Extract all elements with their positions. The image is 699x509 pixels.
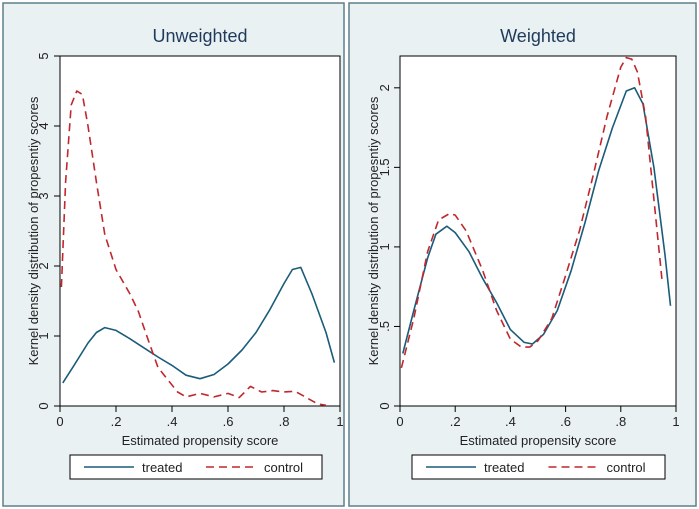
x-tick-label: 1 — [672, 414, 679, 429]
legend-label-control: control — [264, 460, 303, 475]
y-axis-title: Kernel density distribution of propesnti… — [26, 96, 41, 365]
x-tick-label: .6 — [560, 414, 571, 429]
series-line-control — [400, 56, 663, 368]
y-tick-label: 5 — [36, 52, 51, 59]
chart-title: Weighted — [500, 26, 576, 46]
y-tick-label: .5 — [377, 321, 392, 332]
chart-title: Unweighted — [152, 26, 247, 46]
x-tick-label: 0 — [396, 414, 403, 429]
y-tick-label: 2 — [377, 84, 392, 91]
y-tick-label: 1 — [36, 332, 51, 339]
y-tick-label: 0 — [377, 402, 392, 409]
x-tick-label: .6 — [223, 414, 234, 429]
x-tick-label: .4 — [167, 414, 178, 429]
x-tick-label: 0 — [56, 414, 63, 429]
legend-label-treated: treated — [142, 460, 182, 475]
y-tick-label: 0 — [36, 402, 51, 409]
x-axis-title: Estimated propensity score — [460, 433, 617, 448]
y-tick-label: 2 — [36, 262, 51, 269]
chart-unweighted: Unweighted 0 .2 .4 .6 .8 1 0 1 2 3 4 5 Estimated prop… — [2, 2, 345, 507]
y-tick-label: 4 — [36, 122, 51, 129]
x-tick-label: .4 — [505, 414, 516, 429]
y-tick-label: 1 — [377, 243, 392, 250]
chart-weighted: Weighted 0 .2 .4 .6 .8 1 0 .5 1 1.5 2 Estimated prop… — [348, 2, 697, 507]
y-tick-label: 3 — [36, 192, 51, 199]
legend-label-control: control — [607, 460, 646, 475]
x-tick-label: .8 — [279, 414, 290, 429]
x-tick-label: .2 — [111, 414, 122, 429]
series-line-treated — [402, 87, 672, 354]
y-tick-label: 1.5 — [377, 158, 392, 176]
x-axis-title: Estimated propensity score — [122, 433, 279, 448]
series-line-control — [60, 90, 327, 407]
plot-area — [59, 55, 341, 407]
x-tick-label: 1 — [336, 414, 343, 429]
y-axis-title: Kernel density distribution of propesnti… — [366, 96, 381, 365]
legend-label-treated: treated — [484, 460, 524, 475]
plot-area — [399, 55, 677, 407]
series-line-treated — [62, 266, 336, 384]
x-tick-label: .8 — [615, 414, 626, 429]
x-tick-label: .2 — [450, 414, 461, 429]
